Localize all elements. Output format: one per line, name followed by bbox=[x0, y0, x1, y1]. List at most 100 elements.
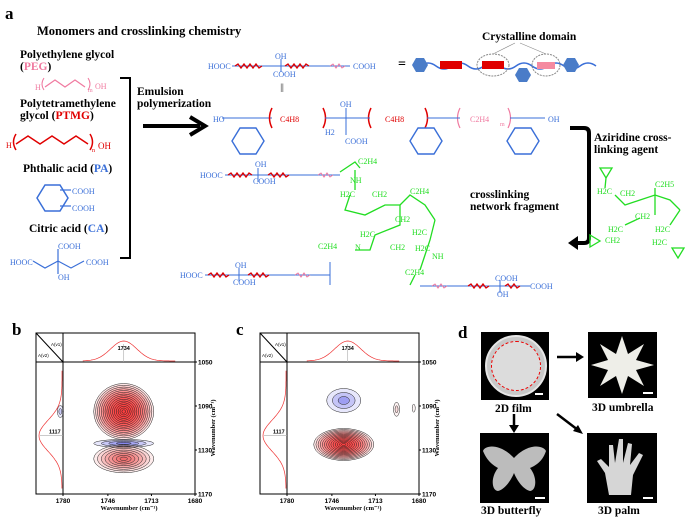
photo-3d-palm bbox=[587, 433, 657, 503]
chain5-cooh-top: COOH bbox=[495, 274, 518, 283]
ptmg-structure bbox=[15, 135, 89, 145]
contour-positive bbox=[330, 437, 357, 452]
chain1-hooc: HOOC bbox=[208, 62, 231, 71]
frag-c2h4-1: C2H4 bbox=[358, 157, 378, 166]
y-tick-label: 1130 bbox=[198, 448, 212, 455]
contour-positive bbox=[324, 433, 364, 456]
photo-2d-film bbox=[481, 332, 549, 400]
peg-label: Polyethylene glycol (PEG) bbox=[20, 49, 115, 73]
contour-positive bbox=[332, 438, 355, 451]
frag-ch2-1: CH2 bbox=[372, 190, 388, 199]
pa-cooh-2: COOH bbox=[72, 204, 95, 213]
crosslink-bracket-arrow bbox=[570, 126, 591, 245]
y-axis-label: Wavenumber (cm⁻¹) bbox=[434, 399, 441, 456]
ca-cooh-right: COOH bbox=[86, 258, 109, 267]
contour-positive bbox=[112, 400, 136, 423]
y-tick-label: 1050 bbox=[422, 360, 437, 367]
contour-positive bbox=[99, 388, 149, 435]
frag-nh-2: NH bbox=[432, 252, 444, 261]
chain1-cooh-end: COOH bbox=[353, 62, 376, 71]
ca-hooc: HOOC bbox=[10, 258, 33, 267]
pa-label: Phthalic acid (PA) bbox=[23, 163, 113, 175]
ptmg-label: Polytetramethylene glycol (PTMG) bbox=[20, 98, 116, 122]
poly-oh-mid: OH bbox=[340, 100, 352, 109]
contour-positive bbox=[326, 435, 362, 454]
photo-3d-butterfly bbox=[480, 433, 549, 503]
y-tick-label: 1090 bbox=[198, 404, 213, 411]
chain5-cooh-end: COOH bbox=[530, 282, 553, 291]
contour-negative bbox=[332, 392, 356, 409]
label-3d-butterfly: 3D butterfly bbox=[481, 505, 542, 517]
contour-negative bbox=[115, 442, 132, 445]
peak-label-left: 1117 bbox=[49, 430, 61, 436]
contour-positive bbox=[115, 404, 132, 419]
frag-h2c-3: H2C bbox=[412, 228, 428, 237]
ptmg-brackets bbox=[12, 133, 94, 151]
contour-positive bbox=[102, 392, 145, 431]
az-h2c-3: H2C bbox=[655, 225, 671, 234]
poly-c4h8-2: C4H8 bbox=[385, 115, 405, 124]
peg-brackets bbox=[41, 77, 91, 91]
ca-cooh-top: COOH bbox=[58, 242, 81, 251]
svg-text:||: || bbox=[280, 82, 284, 92]
x-tick-label: 1780 bbox=[280, 498, 295, 505]
contour-positive bbox=[341, 443, 347, 446]
contour-positive bbox=[393, 402, 400, 417]
panel-c-letter: c bbox=[236, 320, 244, 339]
contour-positive bbox=[104, 449, 143, 468]
polymer-structure bbox=[222, 107, 545, 155]
chain3-cooh: COOH bbox=[253, 177, 276, 186]
corner-diagonal bbox=[259, 332, 288, 363]
peak-label-left: 1117 bbox=[273, 430, 285, 436]
x-tick-label: 1680 bbox=[188, 498, 203, 505]
network-fragment-label: crosslinking network fragment bbox=[470, 189, 560, 213]
top-spectrum bbox=[82, 340, 176, 362]
crystalline-schematic bbox=[412, 42, 597, 82]
pa-benzene bbox=[36, 184, 69, 212]
contour-positive bbox=[108, 451, 139, 467]
chain1-oh: OH bbox=[275, 52, 287, 61]
x-tick-label: 1713 bbox=[368, 498, 383, 505]
peg-structure bbox=[44, 79, 86, 88]
aziridine-agent bbox=[589, 167, 686, 260]
contour-positive bbox=[108, 397, 139, 426]
az-n-ch2: CH2 bbox=[605, 236, 621, 245]
peak-label-top: 1734 bbox=[342, 346, 355, 352]
az-ch2: CH2 bbox=[620, 189, 636, 198]
frag-c2h4-2: C2H4 bbox=[405, 268, 425, 277]
x-axis-label: Wavenumber (cm⁻¹) bbox=[324, 505, 381, 512]
contour-positive bbox=[95, 385, 153, 438]
chain4-hooc: HOOC bbox=[180, 271, 203, 280]
y-axis-label: Wavenumber (cm⁻¹) bbox=[210, 399, 217, 456]
poly-m: m bbox=[500, 122, 505, 128]
peg-h: H bbox=[35, 83, 41, 92]
contour-positive bbox=[115, 455, 132, 463]
corner-label: A(v2) bbox=[262, 353, 273, 358]
frag-n: N bbox=[355, 243, 361, 252]
poly-c2h4: C2H4 bbox=[470, 115, 490, 124]
az-h2c: H2C bbox=[597, 187, 613, 196]
label-3d-umbrella: 3D umbrella bbox=[592, 402, 654, 414]
az-ch2-2: CH2 bbox=[635, 212, 651, 221]
label-3d-palm: 3D palm bbox=[598, 505, 640, 517]
monomer-bracket bbox=[120, 77, 131, 259]
az-h2c-4: H2C bbox=[652, 238, 668, 247]
plot-frame bbox=[35, 332, 196, 495]
crosslink-fragment bbox=[339, 161, 436, 286]
chain4-c2h4: C2H4 bbox=[318, 242, 338, 251]
ptmg-n: n bbox=[92, 148, 95, 154]
panel-b-letter: b bbox=[12, 320, 22, 339]
contour-positive bbox=[317, 430, 370, 459]
x-tick-label: 1780 bbox=[56, 498, 71, 505]
panel-d-letter: d bbox=[458, 323, 468, 342]
contour-positive bbox=[119, 407, 128, 416]
poly-ho: HO bbox=[213, 115, 225, 124]
chain1-cooh: COOH bbox=[273, 70, 296, 79]
x-tick-label: 1713 bbox=[144, 498, 159, 505]
contour-positive bbox=[100, 448, 147, 470]
contour-positive bbox=[121, 409, 126, 414]
corner-label: A(v1) bbox=[51, 342, 62, 347]
photo-3d-umbrella bbox=[588, 332, 657, 398]
contour-negative bbox=[326, 388, 362, 413]
